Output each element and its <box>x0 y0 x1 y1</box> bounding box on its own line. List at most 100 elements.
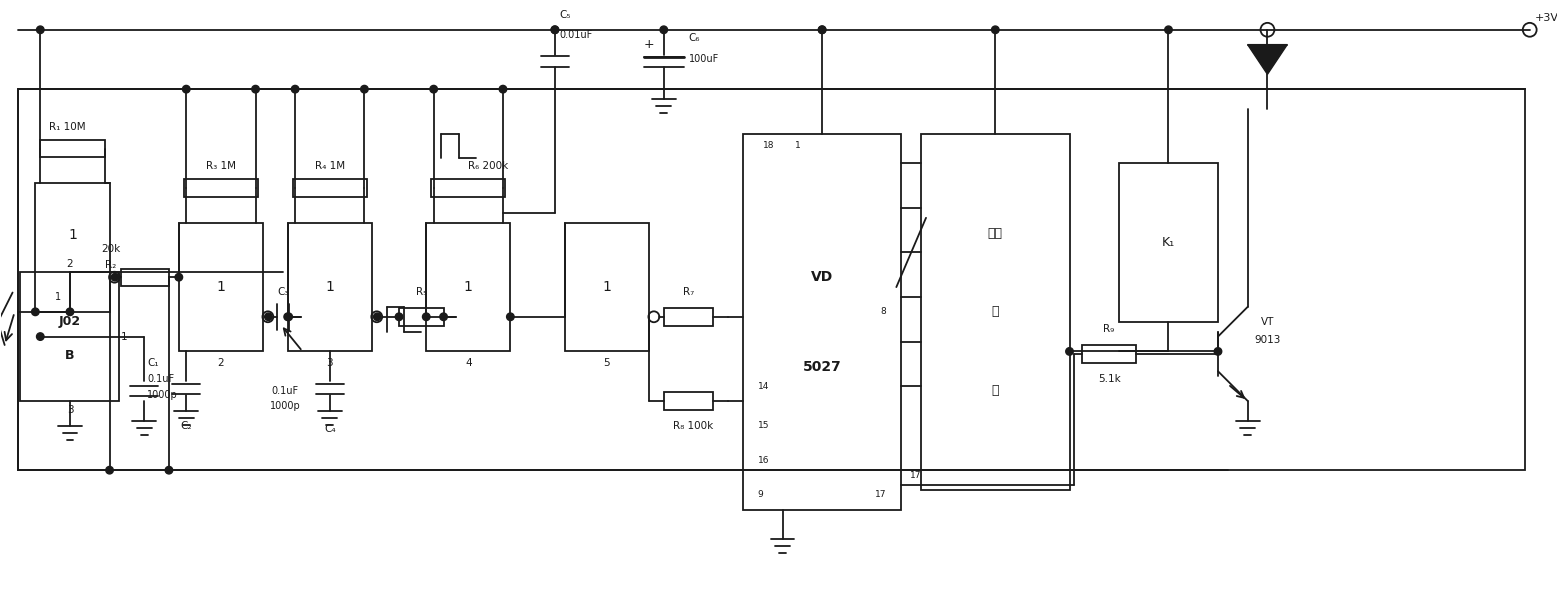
Text: 开: 开 <box>992 305 1000 318</box>
Circle shape <box>265 313 272 320</box>
Text: 14: 14 <box>758 382 769 391</box>
Text: 1: 1 <box>54 292 61 302</box>
Text: 0.01uF: 0.01uF <box>561 30 593 40</box>
Text: R₃ 1M: R₃ 1M <box>206 162 237 171</box>
Circle shape <box>283 313 291 320</box>
Circle shape <box>374 313 381 320</box>
Text: R₅: R₅ <box>416 287 427 297</box>
Circle shape <box>506 313 514 320</box>
Text: 1: 1 <box>69 228 76 242</box>
Text: R₇: R₇ <box>684 287 694 297</box>
Bar <box>121 269 170 285</box>
Circle shape <box>1214 348 1222 355</box>
Text: R₄ 1M: R₄ 1M <box>315 162 344 171</box>
Text: 1: 1 <box>464 280 473 294</box>
Circle shape <box>1165 26 1172 34</box>
Text: 关: 关 <box>992 384 1000 397</box>
Text: B: B <box>65 349 75 362</box>
Text: 8: 8 <box>881 307 886 316</box>
Circle shape <box>551 26 559 34</box>
Text: 1: 1 <box>603 280 612 294</box>
Circle shape <box>252 85 260 93</box>
Text: 2: 2 <box>67 259 73 269</box>
Text: 17: 17 <box>875 490 886 500</box>
Circle shape <box>422 313 430 320</box>
Circle shape <box>36 333 44 340</box>
Bar <box>1082 345 1137 363</box>
Text: C₂: C₂ <box>181 421 192 430</box>
Circle shape <box>819 26 825 34</box>
Text: C₆: C₆ <box>688 33 701 43</box>
Bar <box>184 179 258 197</box>
Text: 100uF: 100uF <box>688 54 719 65</box>
Text: R₈ 100k: R₈ 100k <box>673 421 713 430</box>
Text: 3: 3 <box>67 405 73 415</box>
Text: 20k: 20k <box>101 244 120 255</box>
Text: 9: 9 <box>758 490 763 500</box>
Bar <box>20 272 120 401</box>
Text: +3V: +3V <box>1535 13 1557 23</box>
Circle shape <box>291 85 299 93</box>
Bar <box>399 308 444 326</box>
Text: +: + <box>643 38 654 51</box>
Circle shape <box>439 313 447 320</box>
Text: 1: 1 <box>216 280 226 294</box>
Text: 2: 2 <box>218 358 224 368</box>
Text: VD: VD <box>811 269 833 284</box>
Bar <box>431 179 506 197</box>
Text: 5027: 5027 <box>803 360 841 374</box>
Circle shape <box>1065 348 1073 355</box>
Circle shape <box>285 313 293 320</box>
Circle shape <box>67 308 73 316</box>
Text: VT: VT <box>1261 317 1274 327</box>
Text: 1: 1 <box>794 141 800 150</box>
Bar <box>293 179 367 197</box>
Text: C₃: C₃ <box>277 287 288 297</box>
Text: C₁: C₁ <box>148 358 159 368</box>
Bar <box>1119 163 1218 321</box>
Circle shape <box>106 466 114 474</box>
Text: 1000p: 1000p <box>148 390 177 400</box>
Bar <box>288 223 372 352</box>
Circle shape <box>430 85 438 93</box>
Text: 17: 17 <box>911 471 922 480</box>
Text: 18: 18 <box>763 141 774 150</box>
Text: 0.1uF: 0.1uF <box>148 374 174 384</box>
Bar <box>36 183 109 312</box>
Circle shape <box>174 274 182 281</box>
Text: K₁: K₁ <box>1162 236 1176 249</box>
Text: 15: 15 <box>758 421 769 430</box>
Text: R₂: R₂ <box>104 260 117 271</box>
Text: 1: 1 <box>325 280 335 294</box>
Text: R₁ 10M: R₁ 10M <box>50 122 86 132</box>
Text: 16: 16 <box>758 456 769 465</box>
Text: 5: 5 <box>604 358 610 368</box>
Circle shape <box>182 85 190 93</box>
Bar <box>40 140 104 157</box>
Text: R₉: R₉ <box>1104 324 1115 334</box>
Circle shape <box>165 466 173 474</box>
Circle shape <box>551 26 559 34</box>
Text: 4: 4 <box>466 358 472 368</box>
Text: C₄: C₄ <box>324 424 336 433</box>
Bar <box>17 89 1524 470</box>
Circle shape <box>361 85 367 93</box>
Text: C₅: C₅ <box>561 10 571 20</box>
Circle shape <box>31 308 39 316</box>
Circle shape <box>660 26 668 34</box>
Circle shape <box>819 26 825 34</box>
Text: 1: 1 <box>121 332 128 342</box>
Circle shape <box>111 274 118 281</box>
Bar <box>565 223 649 352</box>
Bar <box>663 392 713 410</box>
Bar <box>743 134 902 510</box>
Circle shape <box>36 26 44 34</box>
Bar <box>427 223 511 352</box>
Text: 3: 3 <box>327 358 333 368</box>
Circle shape <box>395 313 403 320</box>
Circle shape <box>500 85 506 93</box>
Text: 9013: 9013 <box>1255 334 1281 345</box>
Text: 编码: 编码 <box>987 227 1003 240</box>
Text: 1000p: 1000p <box>269 401 301 411</box>
Circle shape <box>992 26 1000 34</box>
